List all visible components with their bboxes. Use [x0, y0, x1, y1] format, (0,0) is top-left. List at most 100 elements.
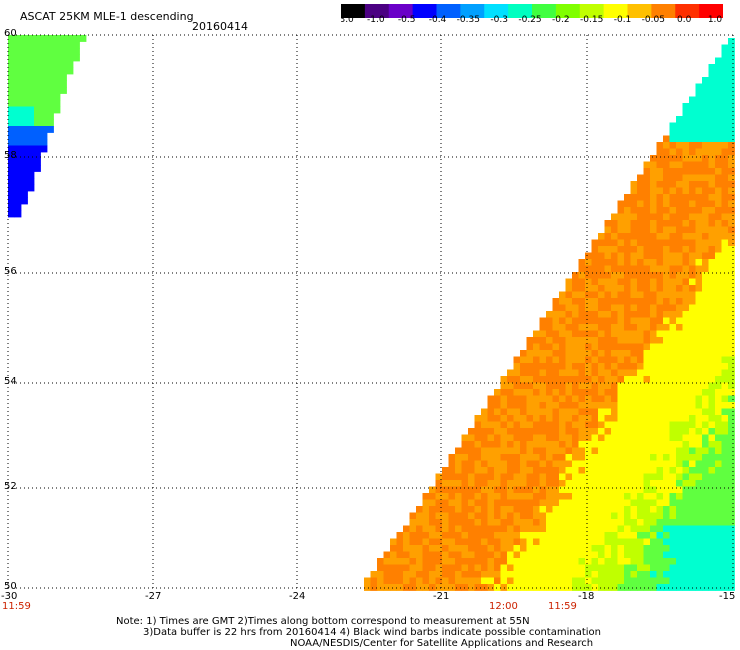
swath-cell: [617, 558, 625, 565]
swath-cell: [21, 80, 28, 88]
swath-cell: [14, 191, 22, 198]
swath-cell: [728, 51, 735, 58]
swath-cell: [591, 571, 599, 578]
swath-cell: [695, 369, 703, 377]
swath-cell: [396, 545, 404, 552]
swath-cell: [624, 213, 631, 221]
swath-cell: [695, 291, 703, 299]
swath-cell: [695, 428, 703, 435]
swath-cell: [578, 311, 586, 318]
swath-cell: [650, 577, 657, 585]
swath-cell: [663, 226, 670, 234]
swath-cell: [520, 584, 527, 591]
swath-cell: [643, 298, 651, 305]
swath-cell: [598, 272, 605, 279]
swath-cell: [565, 382, 573, 390]
swath-cell: [572, 532, 579, 539]
swath-cell: [676, 395, 683, 403]
swath-cell: [637, 519, 644, 526]
swath-cell: [559, 519, 566, 526]
swath-cell: [585, 408, 592, 416]
swath-cell: [689, 473, 696, 481]
swath-cell: [624, 285, 631, 292]
swath-cell: [715, 421, 722, 429]
swath-cell: [715, 415, 722, 422]
swath-cell: [689, 330, 696, 338]
swath-cell: [624, 291, 631, 299]
swath-cell: [637, 317, 644, 325]
swath-cell: [643, 473, 651, 481]
swath-cell: [669, 226, 677, 234]
swath-cell: [578, 493, 586, 500]
swath-cell: [539, 363, 547, 370]
swath-cell: [572, 272, 579, 279]
swath-cell: [715, 239, 722, 247]
swath-cell: [676, 473, 683, 481]
swath-cell: [539, 402, 547, 409]
swath-cell: [663, 194, 670, 201]
swath-cell: [559, 421, 566, 429]
swath-cell: [728, 493, 735, 500]
swath-cell: [689, 220, 696, 227]
swath-cell: [708, 207, 716, 214]
swath-cell: [468, 571, 475, 578]
y-label-50: 50: [4, 581, 17, 592]
swath-cell: [526, 519, 534, 526]
swath-cell: [656, 512, 664, 520]
swath-cell: [721, 213, 729, 221]
swath-cell: [624, 369, 631, 377]
x-label-m18: -18: [578, 591, 595, 602]
swath-cell: [702, 226, 709, 234]
swath-cell: [721, 57, 729, 65]
swath-cell: [624, 428, 631, 435]
swath-cell: [47, 100, 54, 107]
swath-cell: [715, 441, 722, 448]
swath-cell: [604, 389, 612, 396]
swath-cell: [669, 434, 677, 442]
swath-cell: [559, 467, 566, 474]
swath-cell: [708, 382, 716, 390]
swath-cell: [676, 564, 683, 572]
swath-cell: [27, 67, 35, 75]
swath-cell: [663, 252, 670, 260]
swath-cell: [695, 512, 703, 520]
swath-cell: [617, 259, 625, 266]
swath-cell: [546, 571, 553, 578]
swath-cell: [702, 551, 709, 559]
swath-cell: [494, 460, 501, 468]
swath-cell: [708, 304, 716, 312]
swath-cell: [66, 54, 74, 62]
swath-cell: [442, 525, 449, 533]
swath-cell: [728, 148, 735, 156]
swath-cell: [14, 67, 22, 75]
swath-cell: [468, 506, 475, 513]
swath-cell: [682, 454, 690, 461]
swath-cell: [591, 350, 599, 357]
swath-cell: [682, 460, 690, 468]
swath-cell: [676, 551, 683, 559]
swath-cell: [552, 447, 560, 455]
swath-cell: [708, 187, 716, 195]
swath-cell: [702, 402, 709, 409]
swath-cell: [546, 447, 553, 455]
swath-cell: [403, 571, 410, 578]
swath-cell: [513, 473, 521, 481]
swath-cell: [617, 337, 625, 344]
swath-cell: [591, 376, 599, 383]
swath-cell: [500, 473, 508, 481]
swath-cell: [507, 499, 514, 507]
swath-cell: [494, 467, 501, 474]
swath-cell: [546, 434, 553, 442]
swath-cell: [624, 467, 631, 474]
swath-cell: [494, 558, 501, 565]
swath-cell: [611, 454, 618, 461]
swath-cell: [34, 48, 41, 55]
swath-cell: [474, 512, 482, 520]
swath-cell: [585, 304, 592, 312]
swath-cell: [715, 519, 722, 526]
swath-cell: [708, 369, 716, 377]
swath-cell: [468, 577, 475, 585]
swath-cell: [507, 382, 514, 390]
swath-cell: [682, 207, 690, 214]
swath-cell: [721, 207, 729, 214]
